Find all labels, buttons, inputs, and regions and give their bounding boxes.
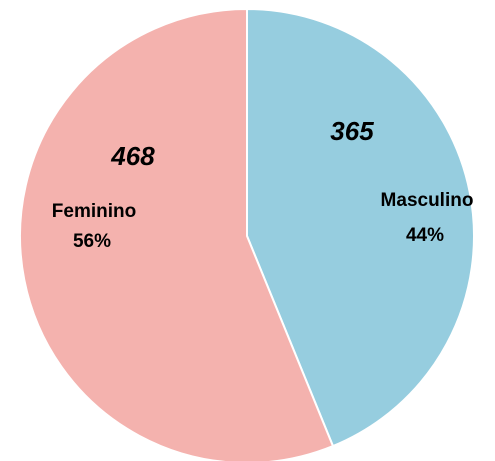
value-label: 468	[110, 141, 155, 171]
category-label: Feminino	[52, 201, 136, 222]
pie-slice	[246, 7, 475, 448]
category-label: Masculino	[381, 190, 474, 211]
value-label: 365	[330, 116, 374, 146]
percent-label: 56%	[73, 231, 111, 252]
pie-slice	[19, 7, 335, 461]
percent-label: 44%	[406, 225, 444, 246]
